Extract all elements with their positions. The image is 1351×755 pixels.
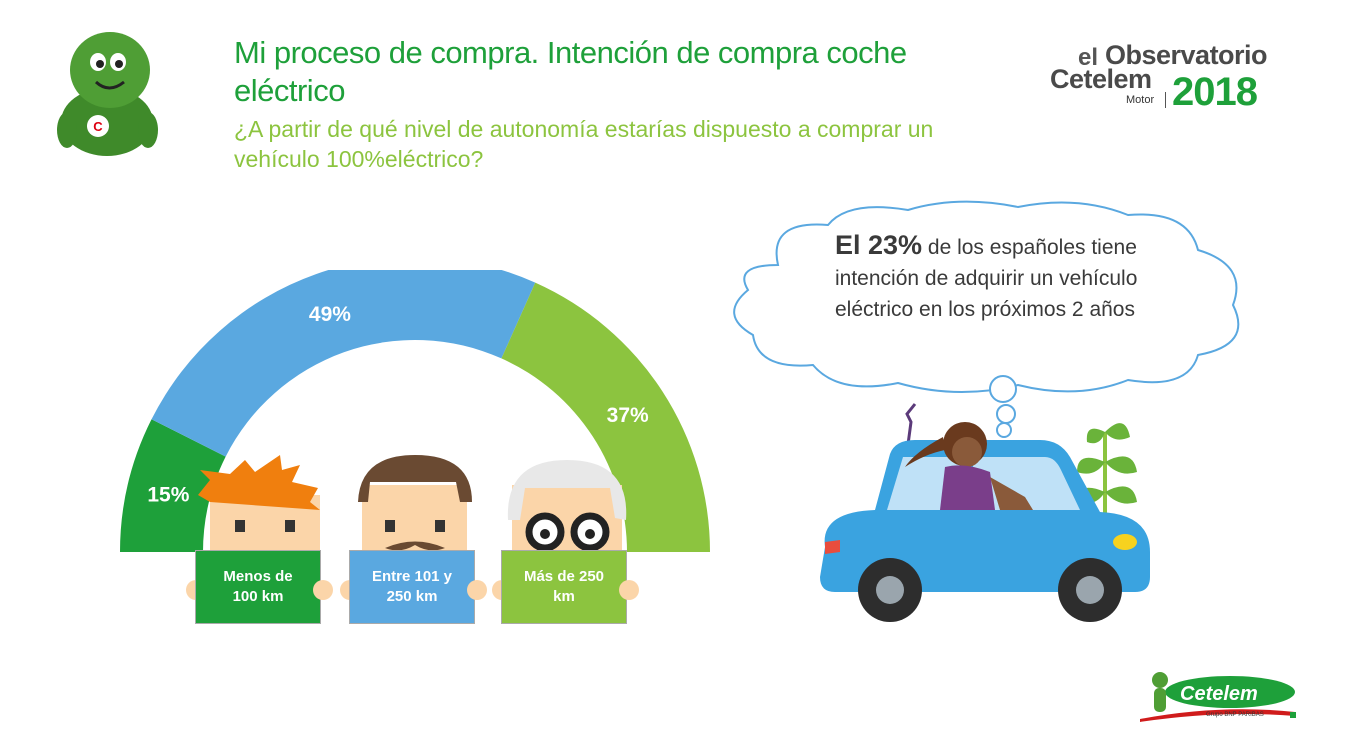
sign-label: Menos de 100 km [223, 568, 293, 605]
logo-name: Observatorio [1105, 40, 1268, 70]
logo-year: 2018 [1172, 70, 1258, 114]
footer-brand: Cetelem [1180, 683, 1258, 705]
sign-label: Entre 101 y 250 km [371, 568, 453, 605]
sign-label: Más de 250 km [523, 568, 605, 605]
page-subtitle: ¿A partir de qué nivel de autonomía esta… [234, 116, 934, 172]
sign-mas-250: Más de 250 km [501, 550, 627, 624]
footer-group: Grupo BNP PARIBAS [1206, 712, 1264, 718]
gauge-value-label: 49% [309, 303, 351, 326]
mascot-image: C [57, 32, 158, 156]
cetelem-logo [1140, 672, 1296, 722]
electric-car-illustration [820, 403, 1150, 622]
logo-section: Motor [1126, 94, 1155, 106]
gauge-segment [501, 282, 710, 552]
logo-divider [1165, 92, 1166, 108]
logo-brand: Cetelem [1050, 64, 1152, 94]
gauge-segment [120, 419, 226, 552]
callout-body: de los españoles tiene intención de adqu… [835, 236, 1138, 321]
sign-menos-100: Menos de 100 km [195, 550, 321, 624]
gauge-segment [151, 270, 536, 457]
logo-prefix: el [1078, 44, 1099, 71]
gauge-value-label: 15% [147, 483, 189, 506]
thought-cloud [733, 200, 1240, 424]
page-title: Mi proceso de compra. Intención de compr… [234, 35, 907, 108]
gauge-chart: 15% 49% 37% [120, 270, 710, 552]
callout-highlight: El 23% [835, 230, 923, 260]
hand-icon [467, 580, 487, 600]
gauge-value-label: 37% [607, 404, 649, 427]
sign-entre-101-250: Entre 101 y 250 km [349, 550, 475, 624]
hand-icon [313, 580, 333, 600]
thought-bubble-small [996, 422, 1012, 438]
callout-text: El 23% de los españoles tiene intención … [835, 230, 1175, 325]
hand-icon [619, 580, 639, 600]
svg-text:C: C [93, 119, 103, 134]
